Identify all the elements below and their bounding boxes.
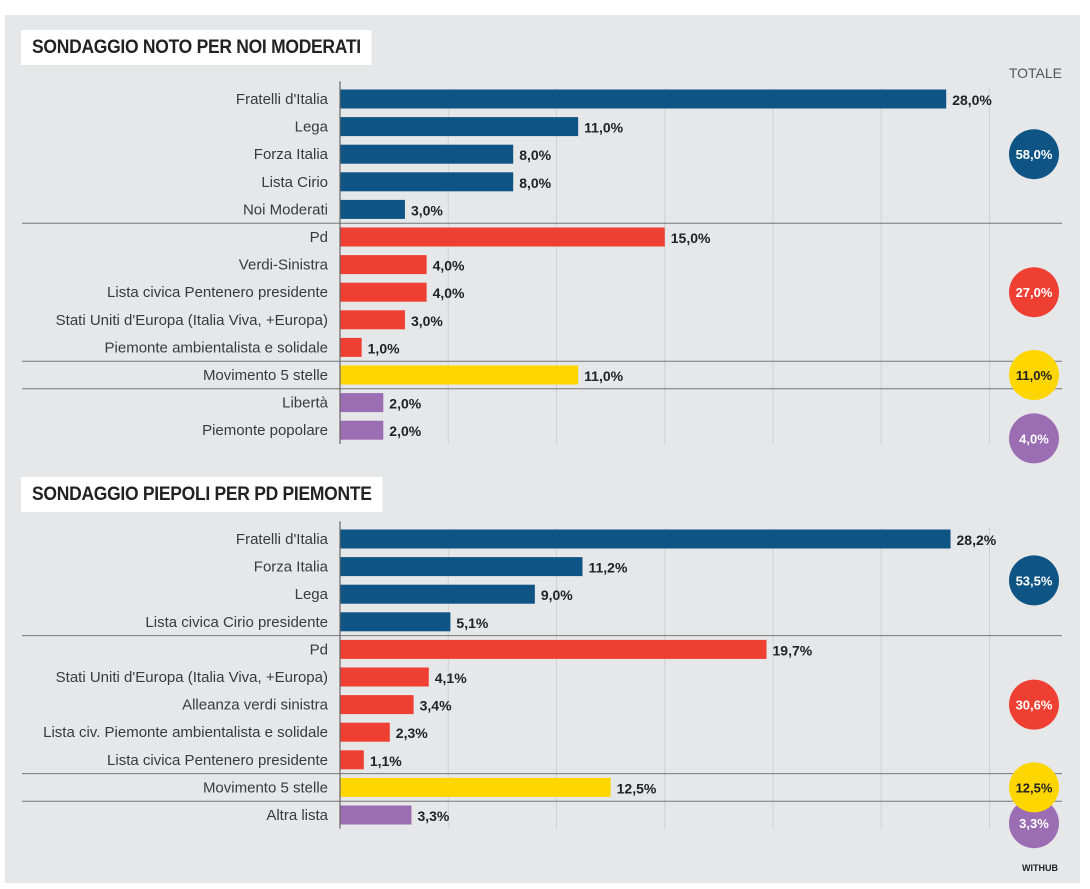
category-label: Lista civ. Piemonte ambientalista e soli… [43,724,328,741]
bar [340,695,414,715]
total-circle [1009,350,1059,400]
value-label: 3,0% [411,202,443,218]
value-label: 5,1% [456,615,488,631]
category-label: Forza Italia [254,559,329,576]
total-label: 53,5% [1016,573,1053,588]
chart-noto: Fratelli d'Italia 28,0% Lega 11,0% Forza Ita… [22,81,1062,464]
bar [340,255,427,275]
category-label: Lega [295,586,329,603]
total-circle [1009,679,1059,730]
category-label: Altra lista [266,807,328,824]
chart-title-noto: SONDAGGIO NOTO PER NOI MODERATI [21,30,372,65]
chart-title-piepoli: SONDAGGIO PIEPOLI PER PD PIEMONTE [21,477,383,512]
value-label: 3,0% [411,313,443,329]
total-circle [1009,762,1059,813]
bar [340,365,579,385]
bar [340,639,767,659]
category-label: Lega [295,119,329,136]
bar [340,584,535,604]
chart-panel: SONDAGGIO NOTO PER NOI MODERATI SONDAGGI… [5,15,1080,883]
total-circle [1009,129,1059,180]
total-label: 30,6% [1016,698,1053,713]
total-label: 12,5% [1016,780,1053,795]
value-label: 1,0% [368,340,400,356]
category-label: Piemonte popolare [202,422,328,439]
category-label: Fratelli d'Italia [236,91,329,108]
total-label: 27,0% [1016,285,1053,300]
total-label: 3,3% [1019,816,1049,831]
category-label: Noi Moderati [243,201,328,218]
bar [340,667,429,687]
value-label: 19,7% [773,642,813,658]
value-label: 12,5% [617,780,657,796]
category-label: Pd [310,229,328,246]
value-label: 4,0% [433,285,465,301]
total-label: 11,0% [1016,368,1053,383]
bar [340,750,364,770]
bar [340,282,427,302]
category-label: Lista Cirio [261,174,328,191]
value-label: 28,2% [957,532,997,548]
value-label: 1,1% [370,753,402,769]
bar [340,89,947,109]
value-label: 2,0% [389,423,421,439]
bar [340,393,384,413]
value-label: 11,2% [588,560,627,576]
value-label: 8,0% [519,147,551,163]
category-label: Libertà [282,395,329,412]
category-label: Movimento 5 stelle [203,779,328,796]
value-label: 4,0% [433,258,465,274]
category-label: Movimento 5 stelle [203,367,328,384]
category-label: Stati Uniti d'Europa (Italia Viva, +Euro… [56,312,328,329]
value-label: 4,1% [435,670,467,686]
total-circle [1009,267,1059,318]
category-label: Lista civica Cirio presidente [145,614,328,631]
category-label: Lista civica Pentenero presidente [107,284,328,301]
total-circle [1009,413,1059,464]
category-label: Piemonte ambientalista e solidale [105,339,328,356]
category-label: Stati Uniti d'Europa (Italia Viva, +Euro… [56,669,328,686]
value-label: 8,0% [519,175,551,191]
value-label: 9,0% [541,587,573,603]
totale-header: TOTALE [1009,65,1062,81]
value-label: 28,0% [952,92,992,108]
category-label: Forza Italia [254,146,329,163]
value-label: 3,4% [420,698,452,714]
credit-label: WITHUB [1022,863,1058,873]
bar [340,172,514,192]
category-label: Lista civica Pentenero presidente [107,752,328,769]
category-label: Pd [310,641,328,658]
total-circle [1009,555,1059,606]
bar [340,199,405,219]
total-label: 4,0% [1019,431,1049,446]
bar [340,722,390,742]
bar [340,612,451,632]
bar [340,557,583,577]
bar [340,420,384,440]
value-label: 11,0% [584,368,623,384]
bar [340,805,412,825]
value-label: 11,0% [584,120,623,136]
value-label: 2,0% [389,396,421,412]
bar [340,337,362,357]
value-label: 2,3% [396,725,428,741]
bar [340,777,611,797]
value-label: 15,0% [671,230,711,246]
value-label: 3,3% [417,808,449,824]
chart-piepoli: Fratelli d'Italia 28,2% Forza Italia 11,2% L… [22,521,1062,849]
bar [340,227,665,247]
category-label: Fratelli d'Italia [236,531,329,548]
category-label: Alleanza verdi sinistra [182,697,329,714]
bar [340,117,579,137]
total-circle [1009,798,1059,849]
bar [340,310,405,330]
total-label: 58,0% [1016,147,1053,162]
bar [340,529,951,549]
bar [340,144,514,164]
category-label: Verdi-Sinistra [239,257,329,274]
